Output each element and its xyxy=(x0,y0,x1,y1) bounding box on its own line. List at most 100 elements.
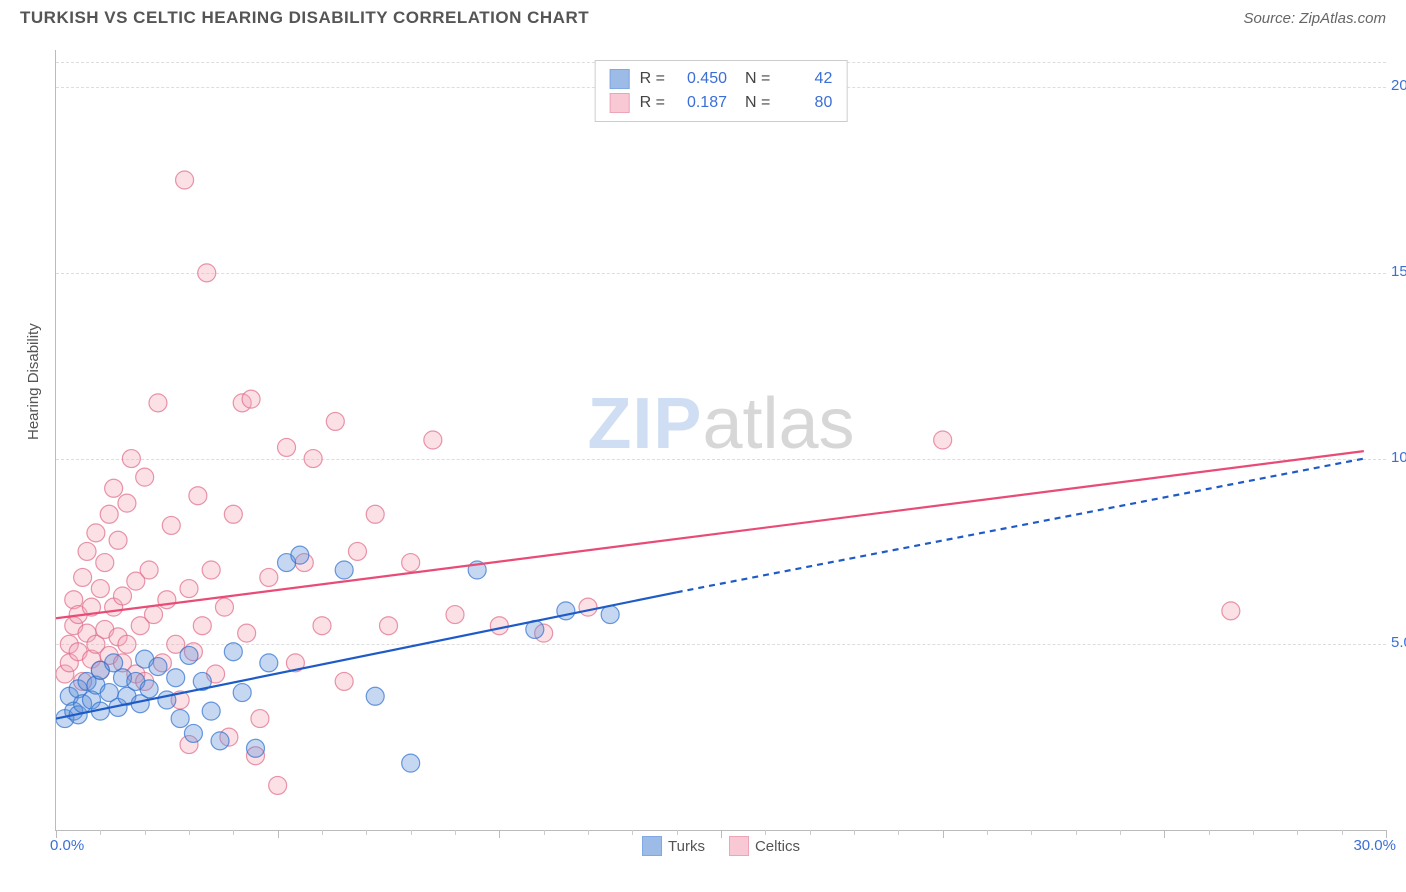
x-tick-minor xyxy=(898,830,899,835)
data-point xyxy=(278,438,296,456)
data-point xyxy=(215,598,233,616)
data-point xyxy=(96,554,114,572)
data-point xyxy=(260,568,278,586)
x-tick-minor xyxy=(366,830,367,835)
data-point xyxy=(74,568,92,586)
data-point xyxy=(247,739,265,757)
data-point xyxy=(424,431,442,449)
n-label: N = xyxy=(745,70,770,88)
data-point xyxy=(145,606,163,624)
n-value-turks: 42 xyxy=(780,70,832,88)
x-tick-minor xyxy=(632,830,633,835)
source-label: Source: ZipAtlas.com xyxy=(1243,10,1386,27)
x-tick-max: 30.0% xyxy=(1353,837,1396,854)
x-tick-minor xyxy=(854,830,855,835)
data-point xyxy=(189,487,207,505)
data-point xyxy=(366,505,384,523)
data-point xyxy=(87,524,105,542)
legend-stats-box: R = 0.450 N = 42 R = 0.187 N = 80 xyxy=(595,60,848,122)
data-point xyxy=(122,450,140,468)
data-point xyxy=(105,479,123,497)
data-point xyxy=(224,505,242,523)
chart-plot-area: ZIPatlas R = 0.450 N = 42 R = 0.187 N = … xyxy=(55,50,1386,831)
legend-series: Turks Celtics xyxy=(642,836,800,856)
data-point xyxy=(402,754,420,772)
data-point xyxy=(162,516,180,534)
data-point xyxy=(402,554,420,572)
x-tick-major xyxy=(499,830,500,838)
data-point xyxy=(118,635,136,653)
data-point xyxy=(198,264,216,282)
x-tick-minor xyxy=(411,830,412,835)
x-tick-minor xyxy=(1342,830,1343,835)
swatch-celtics xyxy=(610,93,630,113)
data-point xyxy=(114,587,132,605)
data-point xyxy=(242,390,260,408)
x-tick-minor xyxy=(145,830,146,835)
data-point xyxy=(149,394,167,412)
legend-row-celtics: R = 0.187 N = 80 xyxy=(610,91,833,115)
x-tick-major xyxy=(1386,830,1387,838)
data-point xyxy=(211,732,229,750)
data-point xyxy=(366,687,384,705)
r-label: R = xyxy=(640,70,665,88)
y-tick-label: 10.0% xyxy=(1391,449,1406,466)
data-point xyxy=(140,680,158,698)
x-tick-major xyxy=(278,830,279,838)
data-point xyxy=(149,658,167,676)
data-point xyxy=(176,171,194,189)
data-point xyxy=(934,431,952,449)
legend-label-turks: Turks xyxy=(668,838,705,855)
plot-svg xyxy=(56,50,1386,830)
n-label: N = xyxy=(745,94,770,112)
y-tick-label: 20.0% xyxy=(1391,77,1406,94)
data-point xyxy=(304,450,322,468)
x-tick-minor xyxy=(544,830,545,835)
data-point xyxy=(380,617,398,635)
y-axis-label: Hearing Disability xyxy=(25,323,42,440)
data-point xyxy=(167,669,185,687)
swatch-turks xyxy=(610,69,630,89)
data-point xyxy=(251,710,269,728)
x-tick-minor xyxy=(1297,830,1298,835)
data-point xyxy=(1222,602,1240,620)
data-point xyxy=(348,542,366,560)
n-value-celtics: 80 xyxy=(780,94,832,112)
data-point xyxy=(136,468,154,486)
data-point xyxy=(202,561,220,579)
data-point xyxy=(171,710,189,728)
x-tick-minor xyxy=(322,830,323,835)
data-point xyxy=(446,606,464,624)
x-tick-minor xyxy=(1209,830,1210,835)
x-tick-minor xyxy=(588,830,589,835)
data-point xyxy=(109,531,127,549)
legend-item-celtics: Celtics xyxy=(729,836,800,856)
data-point xyxy=(118,494,136,512)
data-point xyxy=(313,617,331,635)
trend-line xyxy=(56,451,1364,618)
data-point xyxy=(291,546,309,564)
x-tick-minor xyxy=(810,830,811,835)
data-point xyxy=(238,624,256,642)
chart-title: TURKISH VS CELTIC HEARING DISABILITY COR… xyxy=(20,8,589,28)
x-tick-major xyxy=(1164,830,1165,838)
swatch-celtics-bottom xyxy=(729,836,749,856)
data-point xyxy=(91,580,109,598)
x-tick-minor xyxy=(100,830,101,835)
x-tick-major xyxy=(943,830,944,838)
data-point xyxy=(224,643,242,661)
data-point xyxy=(260,654,278,672)
x-tick-minor xyxy=(1076,830,1077,835)
legend-item-turks: Turks xyxy=(642,836,705,856)
x-tick-minor xyxy=(677,830,678,835)
data-point xyxy=(202,702,220,720)
r-value-celtics: 0.187 xyxy=(675,94,727,112)
x-tick-minor xyxy=(987,830,988,835)
data-point xyxy=(335,561,353,579)
data-point xyxy=(184,724,202,742)
r-value-turks: 0.450 xyxy=(675,70,727,88)
x-tick-major xyxy=(721,830,722,838)
x-tick-major xyxy=(56,830,57,838)
x-tick-minor xyxy=(233,830,234,835)
x-tick-minor xyxy=(1031,830,1032,835)
